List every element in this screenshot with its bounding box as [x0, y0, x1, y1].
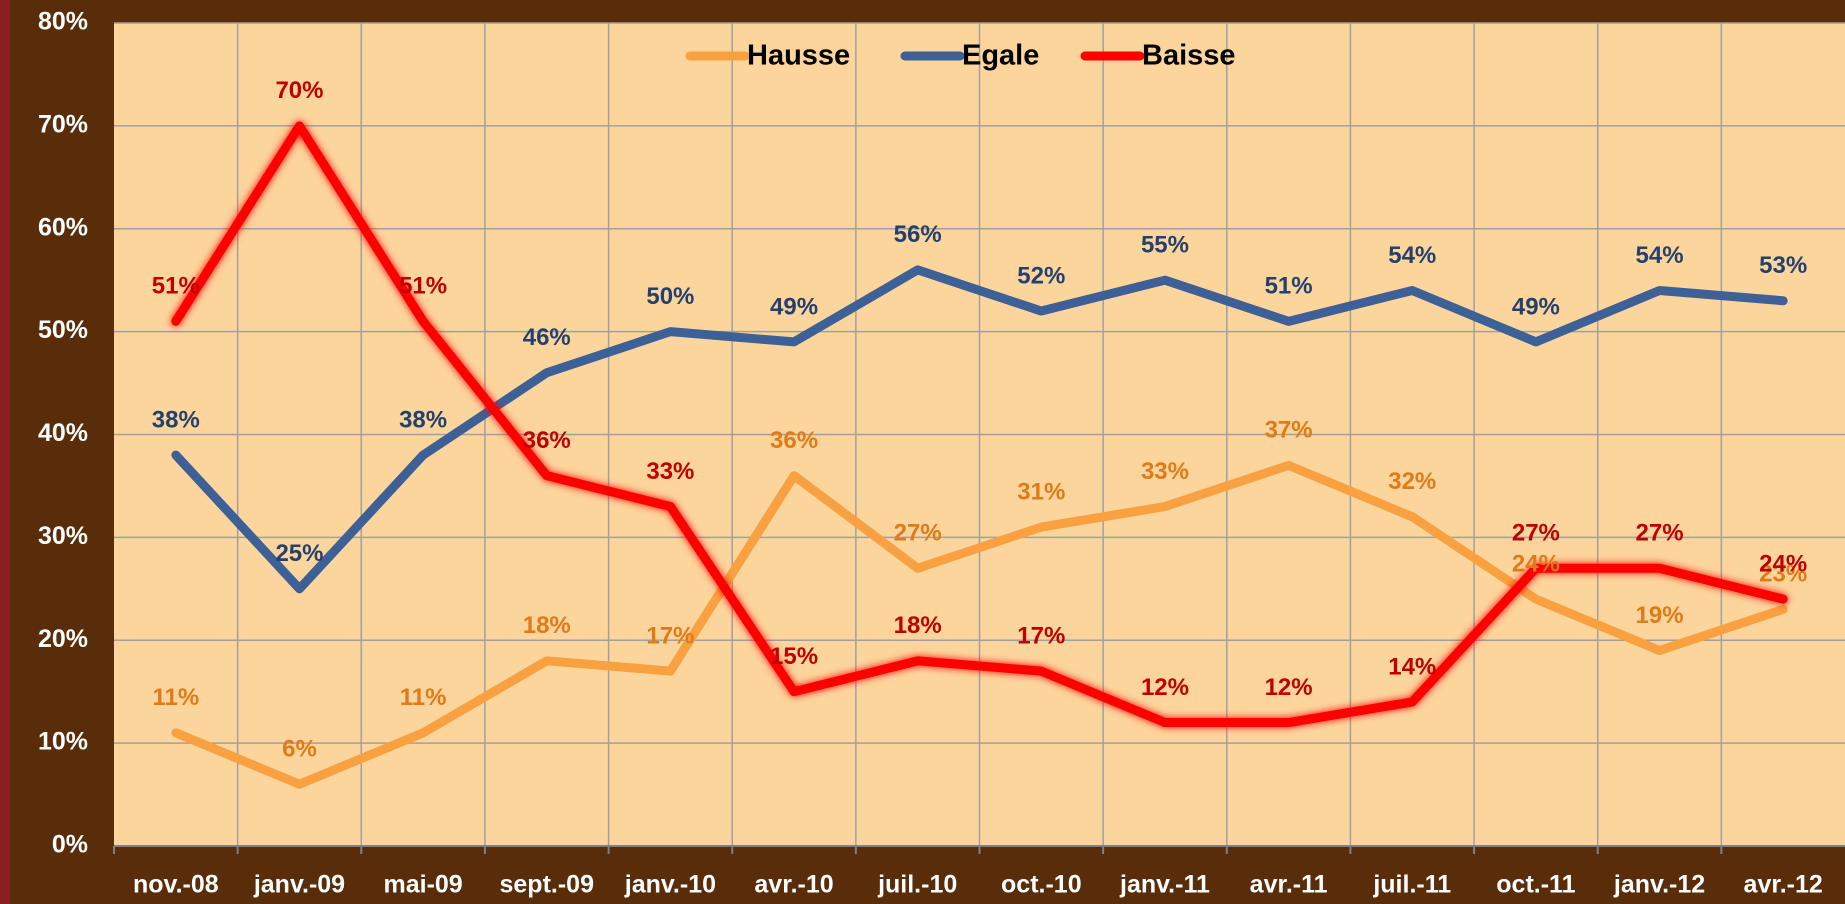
x-tick-label: oct.-11 — [1496, 871, 1575, 899]
legend-label: Baisse — [1142, 40, 1236, 72]
data-label: 37% — [1265, 417, 1313, 444]
data-label: 12% — [1265, 674, 1313, 701]
data-label: 6% — [282, 736, 317, 763]
y-tick-label: 70% — [38, 110, 88, 138]
data-label: 70% — [275, 77, 323, 104]
data-label: 24% — [1759, 550, 1807, 577]
data-label: 52% — [1017, 262, 1065, 289]
data-label: 17% — [646, 622, 694, 649]
x-tick-label: juil.-11 — [1372, 871, 1451, 899]
data-label: 18% — [523, 612, 571, 639]
data-label: 15% — [770, 643, 818, 670]
y-tick-label: 0% — [52, 831, 88, 859]
data-label: 54% — [1388, 242, 1436, 269]
data-label: 32% — [1388, 468, 1436, 495]
data-label: 33% — [646, 458, 694, 485]
x-tick-label: sept.-09 — [500, 871, 594, 899]
y-tick-label: 60% — [38, 213, 88, 241]
data-label: 11% — [400, 684, 447, 711]
data-label: 50% — [646, 283, 694, 310]
data-label: 18% — [894, 612, 942, 639]
y-tick-label: 10% — [38, 728, 88, 756]
edge — [0, 0, 10, 904]
x-tick-label: janv.-11 — [1119, 871, 1210, 899]
y-tick-label: 30% — [38, 522, 88, 550]
data-label: 38% — [152, 406, 200, 433]
x-tick-label: juil.-10 — [877, 871, 957, 899]
data-label: 12% — [1141, 674, 1189, 701]
data-label: 31% — [1017, 478, 1065, 505]
x-tick-label: nov.-08 — [133, 871, 219, 899]
data-label: 19% — [1636, 602, 1684, 629]
line-series — [171, 265, 1788, 594]
data-label: 51% — [1265, 273, 1313, 300]
data-label: 33% — [1141, 458, 1189, 485]
x-tick-label: janv.-12 — [1613, 871, 1705, 899]
data-label: 27% — [1512, 520, 1560, 547]
data-label: 49% — [770, 293, 818, 320]
y-tick-label: 40% — [38, 419, 88, 447]
data-label: 51% — [152, 273, 200, 300]
data-label: 27% — [894, 520, 942, 547]
data-label: 25% — [275, 540, 323, 567]
x-tick-label: avr.-12 — [1744, 871, 1823, 899]
legend-label: Egale — [962, 40, 1039, 72]
x-tick-label: avr.-10 — [754, 871, 833, 899]
data-label: 49% — [1512, 293, 1560, 320]
data-label: 27% — [1636, 520, 1684, 547]
data-label: 55% — [1141, 232, 1189, 259]
data-label: 54% — [1636, 242, 1684, 269]
x-tick-label: avr.-11 — [1250, 871, 1328, 899]
line-series — [171, 121, 1788, 728]
y-tick-label: 80% — [38, 8, 88, 36]
data-label: 36% — [770, 427, 818, 454]
data-label: 23% — [1759, 561, 1807, 588]
x-tick-label: mai-09 — [383, 871, 462, 899]
x-tick-label: oct.-10 — [1001, 871, 1082, 899]
data-label: 11% — [152, 684, 199, 711]
x-tick-label: janv.-10 — [624, 871, 716, 899]
data-label: 46% — [523, 324, 571, 351]
data-label: 36% — [523, 427, 571, 454]
data-label: 53% — [1759, 252, 1807, 279]
legend-label: Hausse — [747, 40, 850, 72]
data-label: 38% — [399, 406, 447, 433]
data-label: 51% — [399, 273, 447, 300]
data-label: 14% — [1388, 653, 1436, 680]
y-tick-label: 50% — [38, 316, 88, 344]
x-tick-label: janv.-09 — [253, 871, 345, 899]
data-label: 56% — [894, 221, 942, 248]
data-label: 24% — [1512, 550, 1560, 577]
data-label: 17% — [1017, 622, 1065, 649]
y-tick-label: 20% — [38, 625, 88, 653]
